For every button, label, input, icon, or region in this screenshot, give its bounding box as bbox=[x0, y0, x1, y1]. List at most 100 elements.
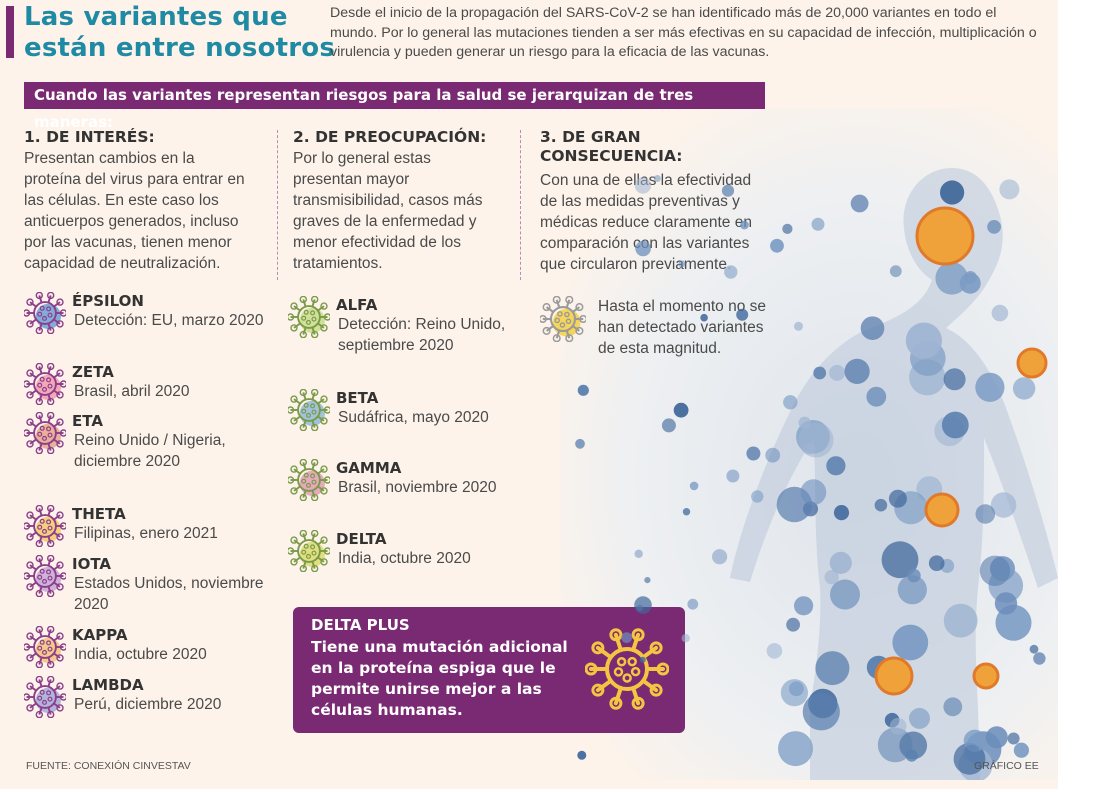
variant-detail: Estados Unidos, noviembre 2020 bbox=[74, 575, 264, 613]
variant-detail: Filipinas, enero 2021 bbox=[74, 525, 218, 542]
virus-particle bbox=[661, 418, 676, 433]
virus-particle bbox=[833, 505, 850, 521]
virus-particle bbox=[975, 372, 1005, 402]
virus-particle bbox=[1033, 652, 1046, 665]
virus-particle bbox=[577, 384, 589, 396]
virus-particle bbox=[634, 549, 643, 558]
column-3-title: 3. DE GRAN CONSECUENCIA: bbox=[540, 128, 682, 166]
variant-name: ALFA bbox=[336, 296, 378, 314]
virus-particle bbox=[681, 634, 690, 643]
page-margin bbox=[1058, 0, 1120, 789]
variant-name: KAPPA bbox=[72, 626, 128, 644]
column-3-note: Hasta el momento no se han detectado var… bbox=[598, 298, 767, 357]
variant-detail: Brasil, abril 2020 bbox=[74, 383, 190, 400]
virus-particle bbox=[990, 492, 1017, 518]
section-banner: Cuando las variantes representan riesgos… bbox=[24, 82, 765, 131]
virus-particle bbox=[860, 316, 885, 340]
virus-particle bbox=[712, 549, 728, 565]
body-silhouette bbox=[730, 168, 1058, 780]
virus-particle bbox=[765, 447, 781, 463]
virus-particle bbox=[994, 592, 1018, 615]
variant-name: BETA bbox=[336, 389, 379, 407]
virus-particle bbox=[1007, 732, 1020, 745]
virus-particle bbox=[811, 217, 825, 231]
delta-plus-text: Tiene una mutación adicional en la prote… bbox=[311, 638, 568, 719]
variant-detail: India, octubre 2020 bbox=[338, 550, 471, 567]
virus-icon bbox=[584, 627, 670, 711]
virus-particle bbox=[786, 617, 800, 632]
virus-particle bbox=[940, 180, 965, 205]
virus-particle bbox=[746, 446, 761, 461]
virus-particle bbox=[943, 368, 966, 391]
column-2-description: Por lo general estas presentan mayor tra… bbox=[293, 150, 483, 272]
virus-particle bbox=[985, 726, 1008, 749]
column-1-title: 1. DE INTERÉS: bbox=[24, 128, 155, 146]
delta-plus-box: DELTA PLUS Tiene una mutación adicional … bbox=[293, 607, 685, 733]
highlighted-virus bbox=[874, 656, 914, 696]
variant-name: IOTA bbox=[72, 555, 112, 573]
virus-particle bbox=[673, 402, 689, 418]
virus-particle bbox=[892, 624, 929, 661]
virus-particle bbox=[824, 570, 839, 585]
title-line-2: están entre nosotros bbox=[24, 33, 336, 63]
virus-particle bbox=[1013, 742, 1029, 758]
virus-particle bbox=[935, 262, 968, 295]
virus-icon bbox=[538, 295, 588, 343]
virus-particle bbox=[889, 265, 902, 278]
highlighted-virus bbox=[1016, 347, 1048, 379]
virus-particle bbox=[813, 366, 827, 380]
virus-particle bbox=[794, 321, 803, 331]
virus-particle bbox=[778, 731, 813, 767]
variant-detail: Reino Unido / Nigeria, diciembre 2020 bbox=[74, 432, 226, 470]
virus-particle bbox=[874, 498, 888, 512]
highlighted-virus bbox=[924, 492, 960, 528]
virus-particle bbox=[644, 577, 651, 584]
title-accent-bar bbox=[6, 6, 14, 58]
virus-particle bbox=[634, 177, 652, 194]
virus-particle bbox=[844, 358, 870, 384]
variant-detail: Sudáfrica, mayo 2020 bbox=[338, 409, 489, 426]
variant-detail: Detección: Reino Unido, septiembre 2020 bbox=[338, 316, 506, 354]
virus-particle bbox=[700, 313, 708, 322]
title-line-1: Las variantes que bbox=[24, 2, 288, 32]
virus-particle bbox=[928, 555, 945, 571]
column-divider bbox=[277, 130, 278, 280]
virus-particle bbox=[877, 727, 913, 763]
virus-particle bbox=[888, 489, 907, 508]
human-body-virus-illustration bbox=[575, 168, 1058, 780]
column-2-title: 2. DE PREOCUPACIÓN: bbox=[293, 128, 487, 146]
virus-particle bbox=[770, 238, 784, 253]
virus-particle bbox=[782, 223, 793, 234]
virus-particle bbox=[766, 643, 783, 659]
virus-particle bbox=[803, 442, 815, 455]
virus-particle bbox=[905, 749, 918, 762]
virus-particle bbox=[740, 220, 749, 230]
virus-particle bbox=[689, 481, 699, 491]
variant-name: GAMMA bbox=[336, 459, 402, 477]
virus-particle bbox=[943, 603, 978, 638]
virus-particle bbox=[907, 568, 921, 583]
virus-particle bbox=[798, 422, 834, 458]
virus-particle bbox=[1029, 644, 1039, 654]
source-credit: FUENTE: CONEXIÓN CINVESTAV bbox=[26, 760, 191, 772]
virus-particle bbox=[991, 304, 1009, 322]
column-3-title-line-2: CONSECUENCIA: bbox=[540, 147, 683, 165]
virus-particle bbox=[682, 508, 691, 516]
variant-detail: Detección: EU, marzo 2020 bbox=[74, 312, 264, 329]
variant-name: ETA bbox=[72, 412, 103, 430]
column-divider bbox=[520, 130, 521, 280]
virus-particle bbox=[815, 651, 850, 686]
virus-particle bbox=[897, 575, 927, 605]
variant-name: ZETA bbox=[72, 363, 114, 381]
virus-particle bbox=[1012, 377, 1036, 400]
virus-particle bbox=[830, 579, 860, 610]
virus-particle bbox=[975, 504, 996, 524]
virus-particle bbox=[721, 184, 735, 197]
variant-detail: India, octubre 2020 bbox=[74, 646, 207, 663]
virus-particle bbox=[802, 693, 840, 731]
virus-particle bbox=[621, 632, 632, 643]
virus-particle bbox=[726, 469, 740, 483]
column-3-title-line-1: 3. DE GRAN bbox=[540, 128, 641, 146]
virus-particle bbox=[634, 596, 652, 614]
virus-particle bbox=[999, 179, 1020, 200]
